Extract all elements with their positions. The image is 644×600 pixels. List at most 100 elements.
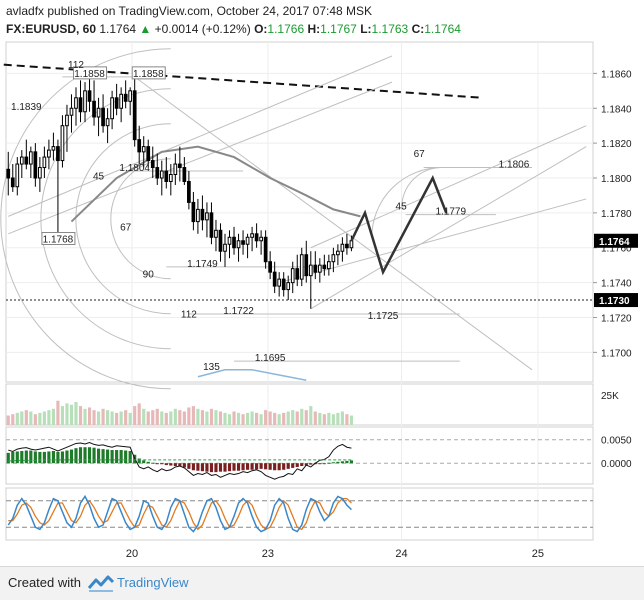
chart-annotation: 112 bbox=[181, 309, 197, 320]
macd-histogram-bar bbox=[295, 463, 299, 467]
volume-bar bbox=[15, 412, 19, 425]
macd-histogram-bar bbox=[65, 450, 69, 464]
candle-body bbox=[146, 146, 151, 162]
candle-body bbox=[51, 146, 56, 151]
macd-histogram-bar bbox=[331, 462, 335, 464]
macd-histogram-bar bbox=[182, 463, 186, 468]
candle-body bbox=[56, 146, 60, 162]
macd-histogram-bar bbox=[106, 449, 110, 464]
candle-body bbox=[69, 107, 74, 116]
tradingview-brand-link[interactable]: TradingView bbox=[117, 575, 189, 590]
volume-bar bbox=[6, 415, 10, 425]
price-tick-label: 1.1760 bbox=[601, 244, 632, 255]
price-pane bbox=[5, 41, 594, 383]
time-tick-label: 20 bbox=[126, 548, 138, 560]
candle-body bbox=[304, 254, 309, 277]
macd-histogram-bar bbox=[264, 463, 268, 470]
volume-bar bbox=[74, 402, 78, 425]
tradingview-logo-icon[interactable] bbox=[88, 573, 114, 593]
candle-body bbox=[42, 156, 47, 169]
macd-histogram-bar bbox=[268, 463, 272, 470]
volume-bar bbox=[24, 410, 28, 425]
projection-zigzag bbox=[350, 174, 448, 276]
volume-bar bbox=[164, 412, 168, 425]
candle-body bbox=[177, 163, 182, 169]
macd-histogram-bar bbox=[241, 463, 245, 471]
candle-body bbox=[209, 212, 214, 238]
macd-histogram-bar bbox=[349, 460, 354, 464]
close-label: C: bbox=[411, 22, 425, 36]
volume-bar bbox=[340, 411, 344, 425]
macd-histogram-bar bbox=[146, 461, 150, 464]
volume-bar bbox=[133, 406, 137, 425]
candle-body bbox=[141, 146, 146, 153]
macd-histogram-bar bbox=[110, 450, 114, 464]
macd-histogram-bar bbox=[196, 463, 200, 471]
volume-bar bbox=[259, 414, 263, 425]
candle-body bbox=[105, 118, 110, 127]
macd-line bbox=[8, 441, 352, 480]
volume-bar bbox=[209, 408, 214, 425]
created-with-text: Created with bbox=[8, 575, 81, 590]
current-price-label: 1.1764 bbox=[599, 237, 630, 248]
chart-annotation: 67 bbox=[120, 222, 132, 233]
open-label: O: bbox=[254, 22, 268, 36]
candle-body bbox=[259, 236, 263, 242]
candle-body bbox=[159, 170, 164, 179]
change-arrow-icon: ▲ bbox=[139, 22, 152, 36]
candle-body bbox=[187, 180, 191, 203]
macd-histogram-bar bbox=[232, 463, 236, 471]
volume-bar bbox=[291, 410, 295, 425]
published-text: published on TradingView.com, October 24… bbox=[47, 4, 373, 18]
volume-bar bbox=[169, 411, 173, 425]
volume-bar bbox=[96, 411, 101, 425]
macd-histogram-bar bbox=[87, 447, 92, 464]
chart-annotation: 1.1858 bbox=[133, 69, 164, 80]
close-value: 1.1764 bbox=[424, 22, 461, 36]
volume-bar bbox=[273, 412, 277, 425]
volume-bar bbox=[42, 411, 46, 425]
chart-annotation: 1.1779 bbox=[435, 207, 466, 218]
candle-body bbox=[263, 236, 268, 263]
candle-body bbox=[137, 139, 142, 153]
volume-bar bbox=[65, 403, 69, 425]
volume-bar bbox=[313, 411, 317, 425]
chart-canvas[interactable]: 1.18601.18401.18201.18001.17801.17601.17… bbox=[0, 0, 644, 566]
candle-body bbox=[336, 250, 340, 256]
chart-annotation: 1.1858 bbox=[74, 69, 105, 80]
volume-bar bbox=[128, 412, 132, 425]
publish-info: avladfx published on TradingView.com, Oc… bbox=[6, 4, 372, 18]
chart-annotation: 67 bbox=[414, 149, 426, 160]
volume-bar bbox=[92, 410, 96, 425]
candle-body bbox=[173, 163, 178, 176]
macd-histogram-bar bbox=[92, 447, 96, 464]
volume-bar bbox=[196, 408, 200, 425]
volume-bar bbox=[245, 412, 250, 425]
macd-histogram-bar bbox=[101, 449, 105, 464]
volume-bar bbox=[78, 406, 83, 425]
volume-bar bbox=[236, 412, 241, 425]
macd-histogram-bar bbox=[119, 450, 123, 464]
volume-axis-label: 25K bbox=[601, 391, 619, 402]
macd-histogram-bar bbox=[318, 463, 322, 465]
level-price-label: 1.1730 bbox=[599, 296, 630, 307]
candle-body bbox=[295, 268, 300, 280]
macd-histogram-bar bbox=[322, 463, 326, 465]
macd-histogram-bar bbox=[304, 463, 308, 466]
price-tick-label: 1.1820 bbox=[601, 139, 632, 150]
macd-histogram-bar bbox=[250, 463, 254, 470]
candle-body bbox=[150, 160, 155, 169]
volume-bar bbox=[286, 411, 290, 425]
macd-histogram-bar bbox=[291, 463, 295, 468]
macd-axis-label: 0.0050 bbox=[601, 436, 632, 447]
macd-histogram-bar bbox=[124, 450, 128, 464]
volume-bar bbox=[173, 408, 177, 425]
volume-bar bbox=[155, 408, 159, 425]
publisher-name[interactable]: avladfx bbox=[6, 4, 45, 18]
macd-histogram-bar bbox=[277, 463, 281, 471]
macd-histogram-bar bbox=[191, 463, 195, 471]
macd-histogram-bar bbox=[47, 451, 51, 464]
candle-body bbox=[33, 151, 38, 179]
volume-bar bbox=[187, 407, 191, 425]
macd-histogram-bar bbox=[205, 463, 209, 472]
